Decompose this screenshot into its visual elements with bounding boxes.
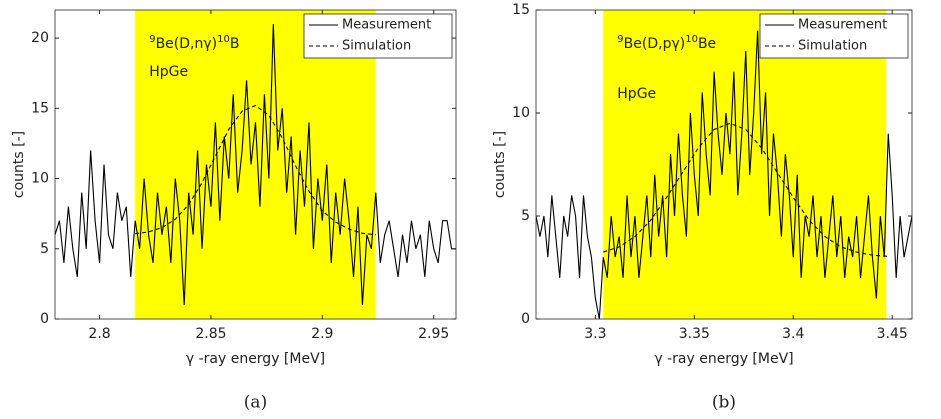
x-tick-label: 3.4	[782, 326, 804, 342]
x-tick-label: 3.35	[679, 326, 710, 342]
series-line	[603, 122, 889, 257]
panel-label: (a)	[244, 393, 267, 413]
y-tick-label: 15	[31, 100, 49, 116]
reaction-part: 10	[685, 34, 698, 45]
y-axis-label: counts [-]	[11, 131, 27, 198]
y-tick-label: 0	[40, 311, 49, 327]
y-tick-label: 0	[521, 311, 530, 327]
x-axis-label: γ -ray energy [MeV]	[186, 351, 325, 367]
reaction-part: B	[230, 36, 240, 52]
detector-label: HpGe	[149, 64, 188, 80]
y-tick-label: 20	[31, 30, 49, 46]
x-tick-label: 2.8	[88, 326, 110, 342]
detector-label: HpGe	[617, 86, 656, 102]
y-axis-label: counts [-]	[492, 131, 508, 198]
series-line	[135, 104, 376, 236]
y-tick-label: 15	[512, 2, 530, 18]
reaction-part: Be(D,nγ)	[156, 36, 218, 52]
reaction-part: 10	[217, 34, 230, 45]
x-tick-label: 2.95	[418, 326, 449, 342]
axes-box	[54, 9, 457, 320]
axes-box	[535, 9, 913, 320]
reaction-part: 9	[617, 34, 623, 45]
y-tick-label: 10	[512, 105, 530, 121]
y-tick-label: 5	[521, 208, 530, 224]
x-tick-label: 2.9	[311, 326, 333, 342]
legend-label: Simulation	[798, 39, 867, 54]
legend-label: Measurement	[342, 18, 431, 33]
series-line	[536, 30, 912, 319]
legend-box	[759, 13, 909, 59]
y-tick-label: 5	[40, 241, 49, 257]
reaction-part: 9	[149, 34, 155, 45]
panel-label: (b)	[712, 393, 736, 413]
x-axis-label: γ -ray energy [MeV]	[654, 351, 793, 367]
highlight-region	[135, 10, 376, 319]
legend-label: Simulation	[342, 39, 411, 54]
legend-label: Measurement	[798, 18, 887, 33]
reaction-label: 9Be(D,pγ)10Be	[617, 34, 716, 53]
reaction-part: Be(D,pγ)	[624, 36, 686, 52]
series-line	[55, 24, 456, 305]
reaction-part: Be	[698, 36, 716, 52]
legend-box	[303, 13, 453, 59]
y-tick-label: 10	[31, 171, 49, 187]
x-tick-label: 2.85	[195, 326, 226, 342]
x-tick-label: 3.3	[584, 326, 606, 342]
reaction-label: 9Be(D,nγ)10B	[149, 34, 239, 53]
x-tick-label: 3.45	[877, 326, 908, 342]
